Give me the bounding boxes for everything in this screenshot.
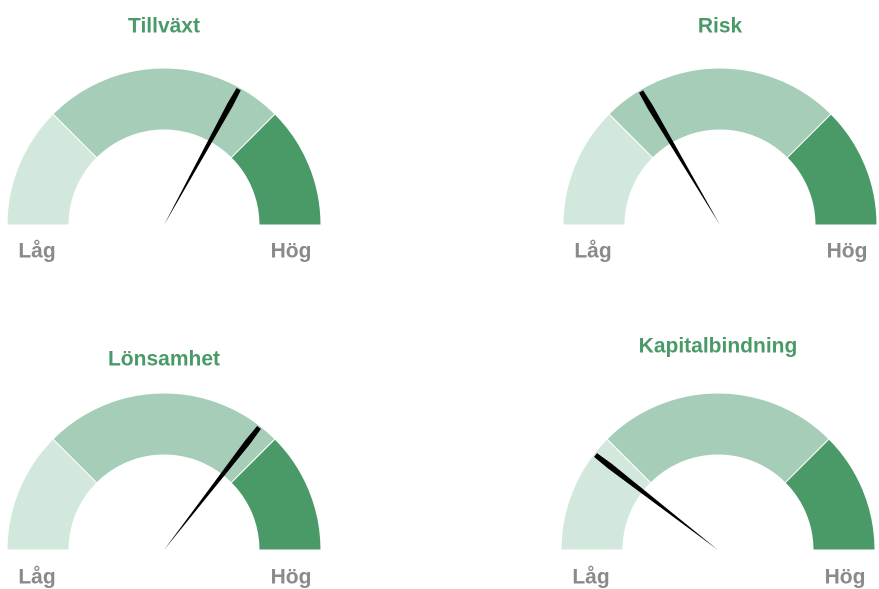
gauge-needle: [594, 453, 718, 550]
min-label: Låg: [574, 240, 611, 263]
gauge-title: Kapitalbindning: [639, 335, 798, 358]
min-label: Låg: [18, 566, 55, 589]
gauge-title: Lönsamhet: [108, 348, 220, 371]
gauge-band: [230, 113, 322, 226]
max-label: Hög: [825, 566, 866, 589]
min-label: Låg: [572, 566, 609, 589]
gauge-needle: [164, 88, 241, 225]
gauge-needle: [164, 426, 261, 550]
gauge-band: [230, 438, 322, 551]
gauge-band: [52, 392, 276, 484]
gauge-band: [52, 67, 276, 159]
gauge-band: [784, 438, 876, 551]
max-label: Hög: [827, 240, 868, 263]
max-label: Hög: [271, 240, 312, 263]
gauge-band: [608, 67, 832, 159]
gauge-title: Risk: [698, 15, 743, 38]
gauge-band: [786, 113, 878, 226]
max-label: Hög: [271, 566, 312, 589]
gauge-needle: [639, 90, 720, 226]
min-label: Låg: [18, 240, 55, 263]
gauge-title: Tillväxt: [128, 15, 200, 38]
gauge-band: [606, 392, 830, 484]
